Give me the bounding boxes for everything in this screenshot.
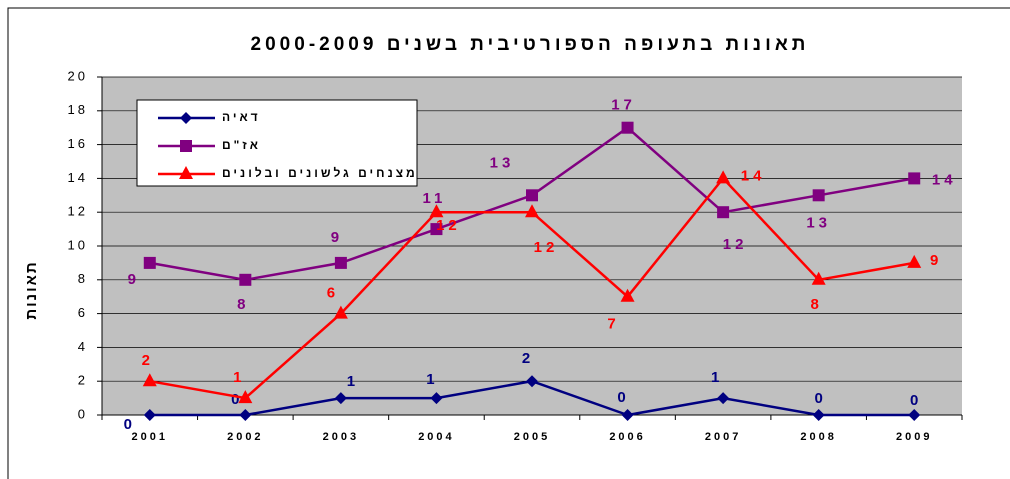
y-tick-label: 6	[78, 305, 88, 320]
marker	[334, 256, 347, 269]
data-label: 9	[930, 252, 942, 269]
marker	[812, 409, 825, 421]
data-label: 0	[814, 390, 826, 407]
data-label: 0	[231, 391, 243, 408]
data-label: 0	[910, 392, 922, 409]
data-label: 7	[607, 316, 619, 333]
marker	[717, 206, 730, 219]
y-tick-label: 16	[68, 136, 88, 151]
marker	[812, 189, 825, 202]
data-label: 0	[124, 416, 136, 433]
y-tick-label: 14	[68, 170, 88, 185]
y-tick-label: 20	[68, 68, 88, 83]
marker	[429, 204, 444, 218]
legend: דאיה אז"ם מצנחים גלשונים ובלונים	[136, 99, 418, 187]
data-label: 14	[741, 167, 766, 184]
data-label: 11	[423, 190, 447, 207]
marker	[142, 373, 157, 387]
data-label: 1	[711, 369, 723, 386]
legend-label: אז"ם	[222, 138, 261, 152]
data-label: 8	[237, 296, 249, 313]
data-label: 6	[327, 285, 339, 302]
data-label: 12	[534, 239, 559, 256]
x-tick-label: 2003	[323, 431, 359, 443]
marker	[239, 273, 252, 286]
data-label: 2	[522, 350, 534, 367]
data-label: 0	[617, 389, 629, 406]
y-tick-label: 8	[78, 271, 88, 286]
data-label: 2	[142, 352, 154, 369]
marker	[811, 271, 826, 285]
marker	[716, 170, 731, 184]
marker	[143, 409, 156, 421]
data-label: 12	[436, 217, 461, 234]
marker	[179, 166, 193, 179]
marker	[430, 223, 443, 236]
marker	[430, 392, 443, 405]
y-tick-label: 12	[68, 204, 88, 219]
marker	[239, 409, 252, 421]
data-label: 9	[331, 229, 343, 246]
x-tick-label: 2004	[418, 431, 454, 443]
data-label: 1	[426, 371, 438, 388]
y-tick-label: 18	[68, 102, 88, 117]
data-label: 1	[347, 373, 359, 390]
x-tick-label: 2001	[132, 431, 168, 443]
x-tick-label: 2008	[800, 431, 836, 443]
marker	[908, 172, 921, 185]
marker	[334, 392, 347, 405]
data-label: 17	[611, 97, 636, 114]
data-label: 12	[723, 236, 748, 253]
y-tick-label: 0	[78, 406, 88, 421]
marker	[526, 189, 538, 202]
marker	[621, 121, 634, 134]
marker	[525, 204, 539, 218]
marker	[180, 140, 192, 152]
x-tick-label: 2007	[705, 431, 741, 443]
x-tick-label: 2006	[609, 431, 645, 443]
legend-label: דאיה	[222, 110, 261, 124]
data-label: 13	[490, 154, 515, 171]
data-label: 14	[932, 171, 957, 188]
legend-label: מצנחים גלשונים ובלונים	[222, 166, 418, 180]
data-label: 1	[233, 369, 245, 386]
y-axis-label: תאונות	[23, 260, 40, 319]
marker	[907, 254, 922, 268]
y-tick-label: 2	[78, 373, 88, 388]
marker	[238, 390, 253, 404]
chart-title: תאונות בתעופה הספורטיבית בשנים 2000-2009	[251, 34, 810, 55]
y-tick-label: 10	[68, 237, 88, 252]
marker	[180, 112, 192, 124]
marker	[333, 305, 348, 319]
x-tick-label: 2009	[896, 431, 932, 443]
data-label: 9	[128, 271, 140, 288]
marker	[908, 409, 921, 421]
x-tick-label: 2002	[227, 431, 263, 443]
marker	[620, 288, 635, 302]
x-tick-label: 2005	[514, 431, 550, 443]
marker	[717, 392, 730, 405]
data-label: 13	[806, 214, 831, 231]
marker	[143, 256, 156, 269]
chart-border	[7, 7, 1010, 479]
data-label: 8	[810, 296, 822, 313]
marker	[526, 375, 538, 388]
y-tick-label: 4	[78, 339, 88, 354]
marker	[621, 409, 634, 421]
